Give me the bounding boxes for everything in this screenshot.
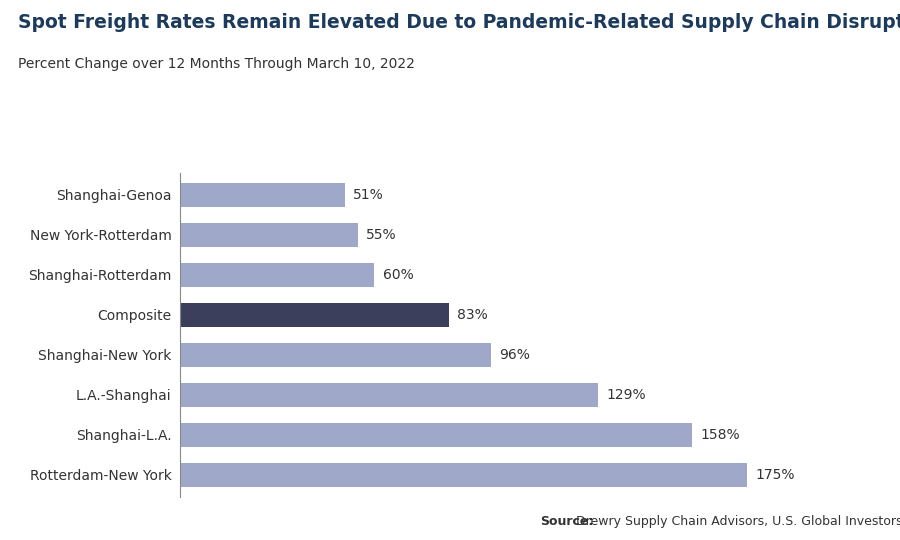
Text: Percent Change over 12 Months Through March 10, 2022: Percent Change over 12 Months Through Ma… (18, 57, 415, 71)
Text: 175%: 175% (755, 468, 795, 482)
Bar (180, 423, 692, 447)
Text: Source:: Source: (540, 515, 593, 528)
Bar (180, 223, 358, 247)
Text: 51%: 51% (354, 188, 384, 202)
Bar (180, 343, 491, 367)
Bar (180, 303, 449, 327)
Bar (180, 383, 598, 407)
Text: 55%: 55% (366, 228, 397, 242)
Text: 96%: 96% (500, 348, 530, 362)
Text: Spot Freight Rates Remain Elevated Due to Pandemic-Related Supply Chain Disrupti: Spot Freight Rates Remain Elevated Due t… (18, 14, 900, 32)
Text: 60%: 60% (382, 268, 413, 282)
Text: 158%: 158% (700, 428, 740, 442)
Text: 129%: 129% (606, 388, 645, 402)
Text: Drewry Supply Chain Advisors, U.S. Global Investors: Drewry Supply Chain Advisors, U.S. Globa… (572, 515, 900, 528)
Bar (180, 263, 374, 287)
Text: 83%: 83% (457, 308, 488, 322)
Bar (180, 183, 346, 207)
Bar (180, 463, 747, 487)
